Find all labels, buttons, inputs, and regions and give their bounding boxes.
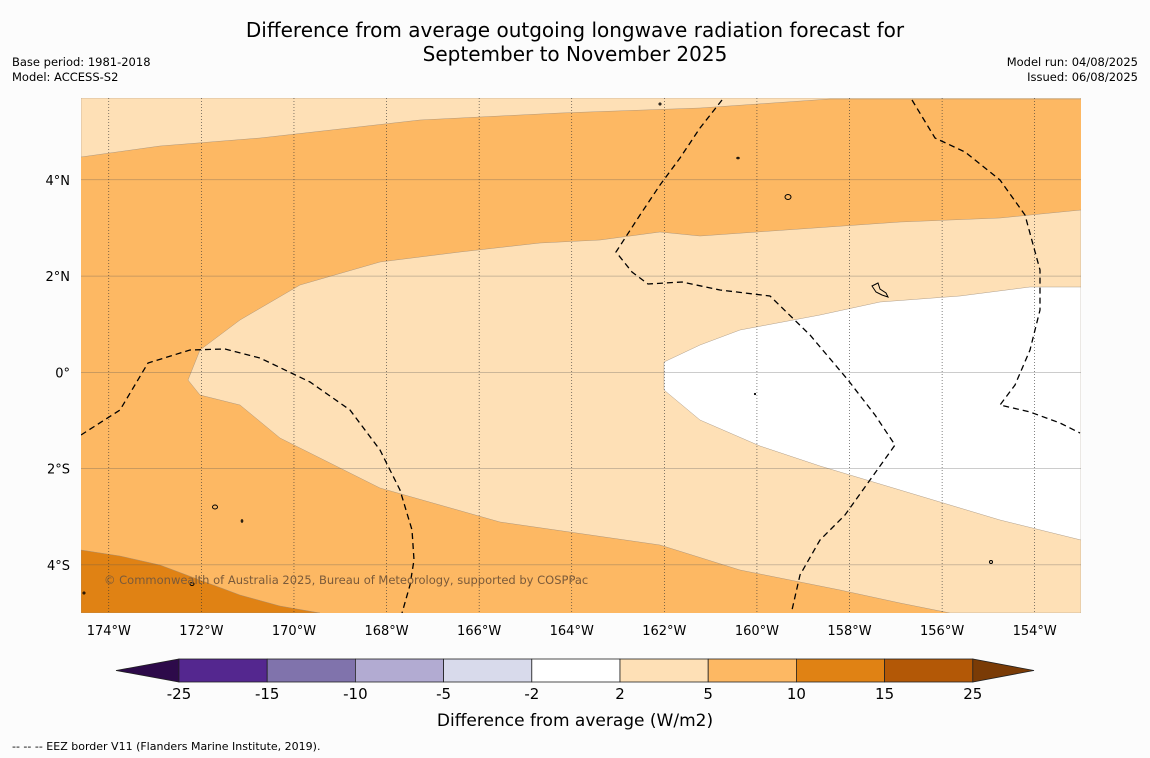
island-outline — [82, 591, 86, 595]
eez-border-east — [911, 99, 1081, 434]
eez-borders — [81, 99, 1081, 613]
island-outline — [753, 392, 757, 396]
colorbar-label: Difference from average (W/m2) — [437, 711, 713, 731]
island-outline — [784, 194, 792, 200]
model-name: Model: ACCESS-S2 — [12, 70, 119, 84]
anomaly-band-minus2-2 — [663, 286, 1081, 541]
colorbar-extend-low — [115, 658, 180, 683]
base-period: Base period: 1981-2018 — [12, 55, 151, 69]
colorbar-tick-label: 25 — [963, 685, 982, 703]
lon-tick-label: 166°W — [457, 624, 501, 639]
title-line-2: September to November 2025 — [422, 42, 728, 66]
colorbar-tick-label: 15 — [875, 685, 894, 703]
lat-tick-label: 2°N — [46, 270, 71, 285]
colorbar-bin — [884, 658, 974, 683]
meta-left: Base period: 1981-2018 Model: ACCESS-S2 — [12, 55, 151, 85]
lat-tick-label: 0° — [55, 366, 70, 381]
lon-tick-label: 160°W — [735, 624, 779, 639]
colorbar-bin — [619, 658, 709, 683]
chart-title: Difference from average outgoing longwav… — [0, 18, 1150, 66]
island-outline — [212, 504, 218, 510]
lon-tick-label: 158°W — [827, 624, 871, 639]
colorbar-tick-label: -15 — [255, 685, 280, 703]
map-plot-area: © Commonwealth of Australia 2025, Bureau… — [81, 98, 1081, 613]
eez-footnote: -- -- -- EEZ border V11 (Flanders Marine… — [12, 740, 321, 753]
lon-tick-label: 168°W — [364, 624, 408, 639]
longitude-labels: 174°W 172°W 170°W 168°W 166°W 164°W 162°W 160°W… — [87, 624, 1057, 639]
island-outline — [189, 582, 195, 586]
latitude-labels: 4°N 2°N 0° 2°S 4°S — [46, 174, 71, 574]
issued-date: Issued: 06/08/2025 — [1027, 70, 1138, 84]
colorbar-bin — [707, 658, 797, 683]
colorbar-bin — [796, 658, 886, 683]
colorbar-tick-label: -25 — [167, 685, 192, 703]
colorbar-extend-high — [972, 658, 1035, 683]
lon-tick-label: 162°W — [642, 624, 686, 639]
colorbar-tick-label: 2 — [615, 685, 625, 703]
colorbar-bin — [354, 658, 444, 683]
lon-tick-label: 170°W — [272, 624, 316, 639]
colorbar-tick-label: 10 — [787, 685, 806, 703]
lon-tick-label: 154°W — [1013, 624, 1057, 639]
lon-tick-label: 174°W — [87, 624, 131, 639]
anomaly-band-10-15 — [81, 549, 321, 613]
island-outline — [240, 519, 244, 523]
island-outline — [989, 560, 993, 564]
anomaly-band-2-5-north — [81, 98, 1081, 158]
lon-tick-label: 156°W — [920, 624, 964, 639]
colorbar-tick-label: -5 — [436, 685, 451, 703]
colorbar-tick-label: 5 — [703, 685, 713, 703]
colorbar-bin — [266, 658, 356, 683]
colorbar-tick-label: -2 — [524, 685, 539, 703]
colorbar-tick-label: -10 — [343, 685, 368, 703]
lat-tick-label: 4°N — [46, 174, 71, 189]
eez-border-west — [81, 348, 415, 613]
colorbar-bin — [178, 658, 268, 683]
eez-border-central — [615, 99, 896, 611]
colorbar-bin — [443, 658, 533, 683]
copyright-text: © Commonwealth of Australia 2025, Bureau… — [104, 573, 588, 587]
lon-tick-label: 164°W — [550, 624, 594, 639]
colorbar: -25 -15 -10 -5 -2 2 5 10 15 25 Difference from av… — [115, 658, 1035, 731]
graticule — [81, 98, 1081, 613]
island-outline — [736, 156, 740, 160]
lon-tick-label: 172°W — [179, 624, 223, 639]
model-run: Model run: 04/08/2025 — [1006, 55, 1138, 69]
colorbar-bin — [531, 658, 621, 683]
islands — [82, 102, 993, 595]
meta-right: Model run: 04/08/2025 Issued: 06/08/2025 — [1007, 55, 1138, 85]
lat-tick-label: 2°S — [47, 463, 70, 478]
island-outline — [658, 102, 662, 106]
title-line-1: Difference from average outgoing longwav… — [245, 18, 905, 42]
lat-tick-label: 4°S — [47, 559, 70, 574]
island-outline — [871, 282, 889, 298]
